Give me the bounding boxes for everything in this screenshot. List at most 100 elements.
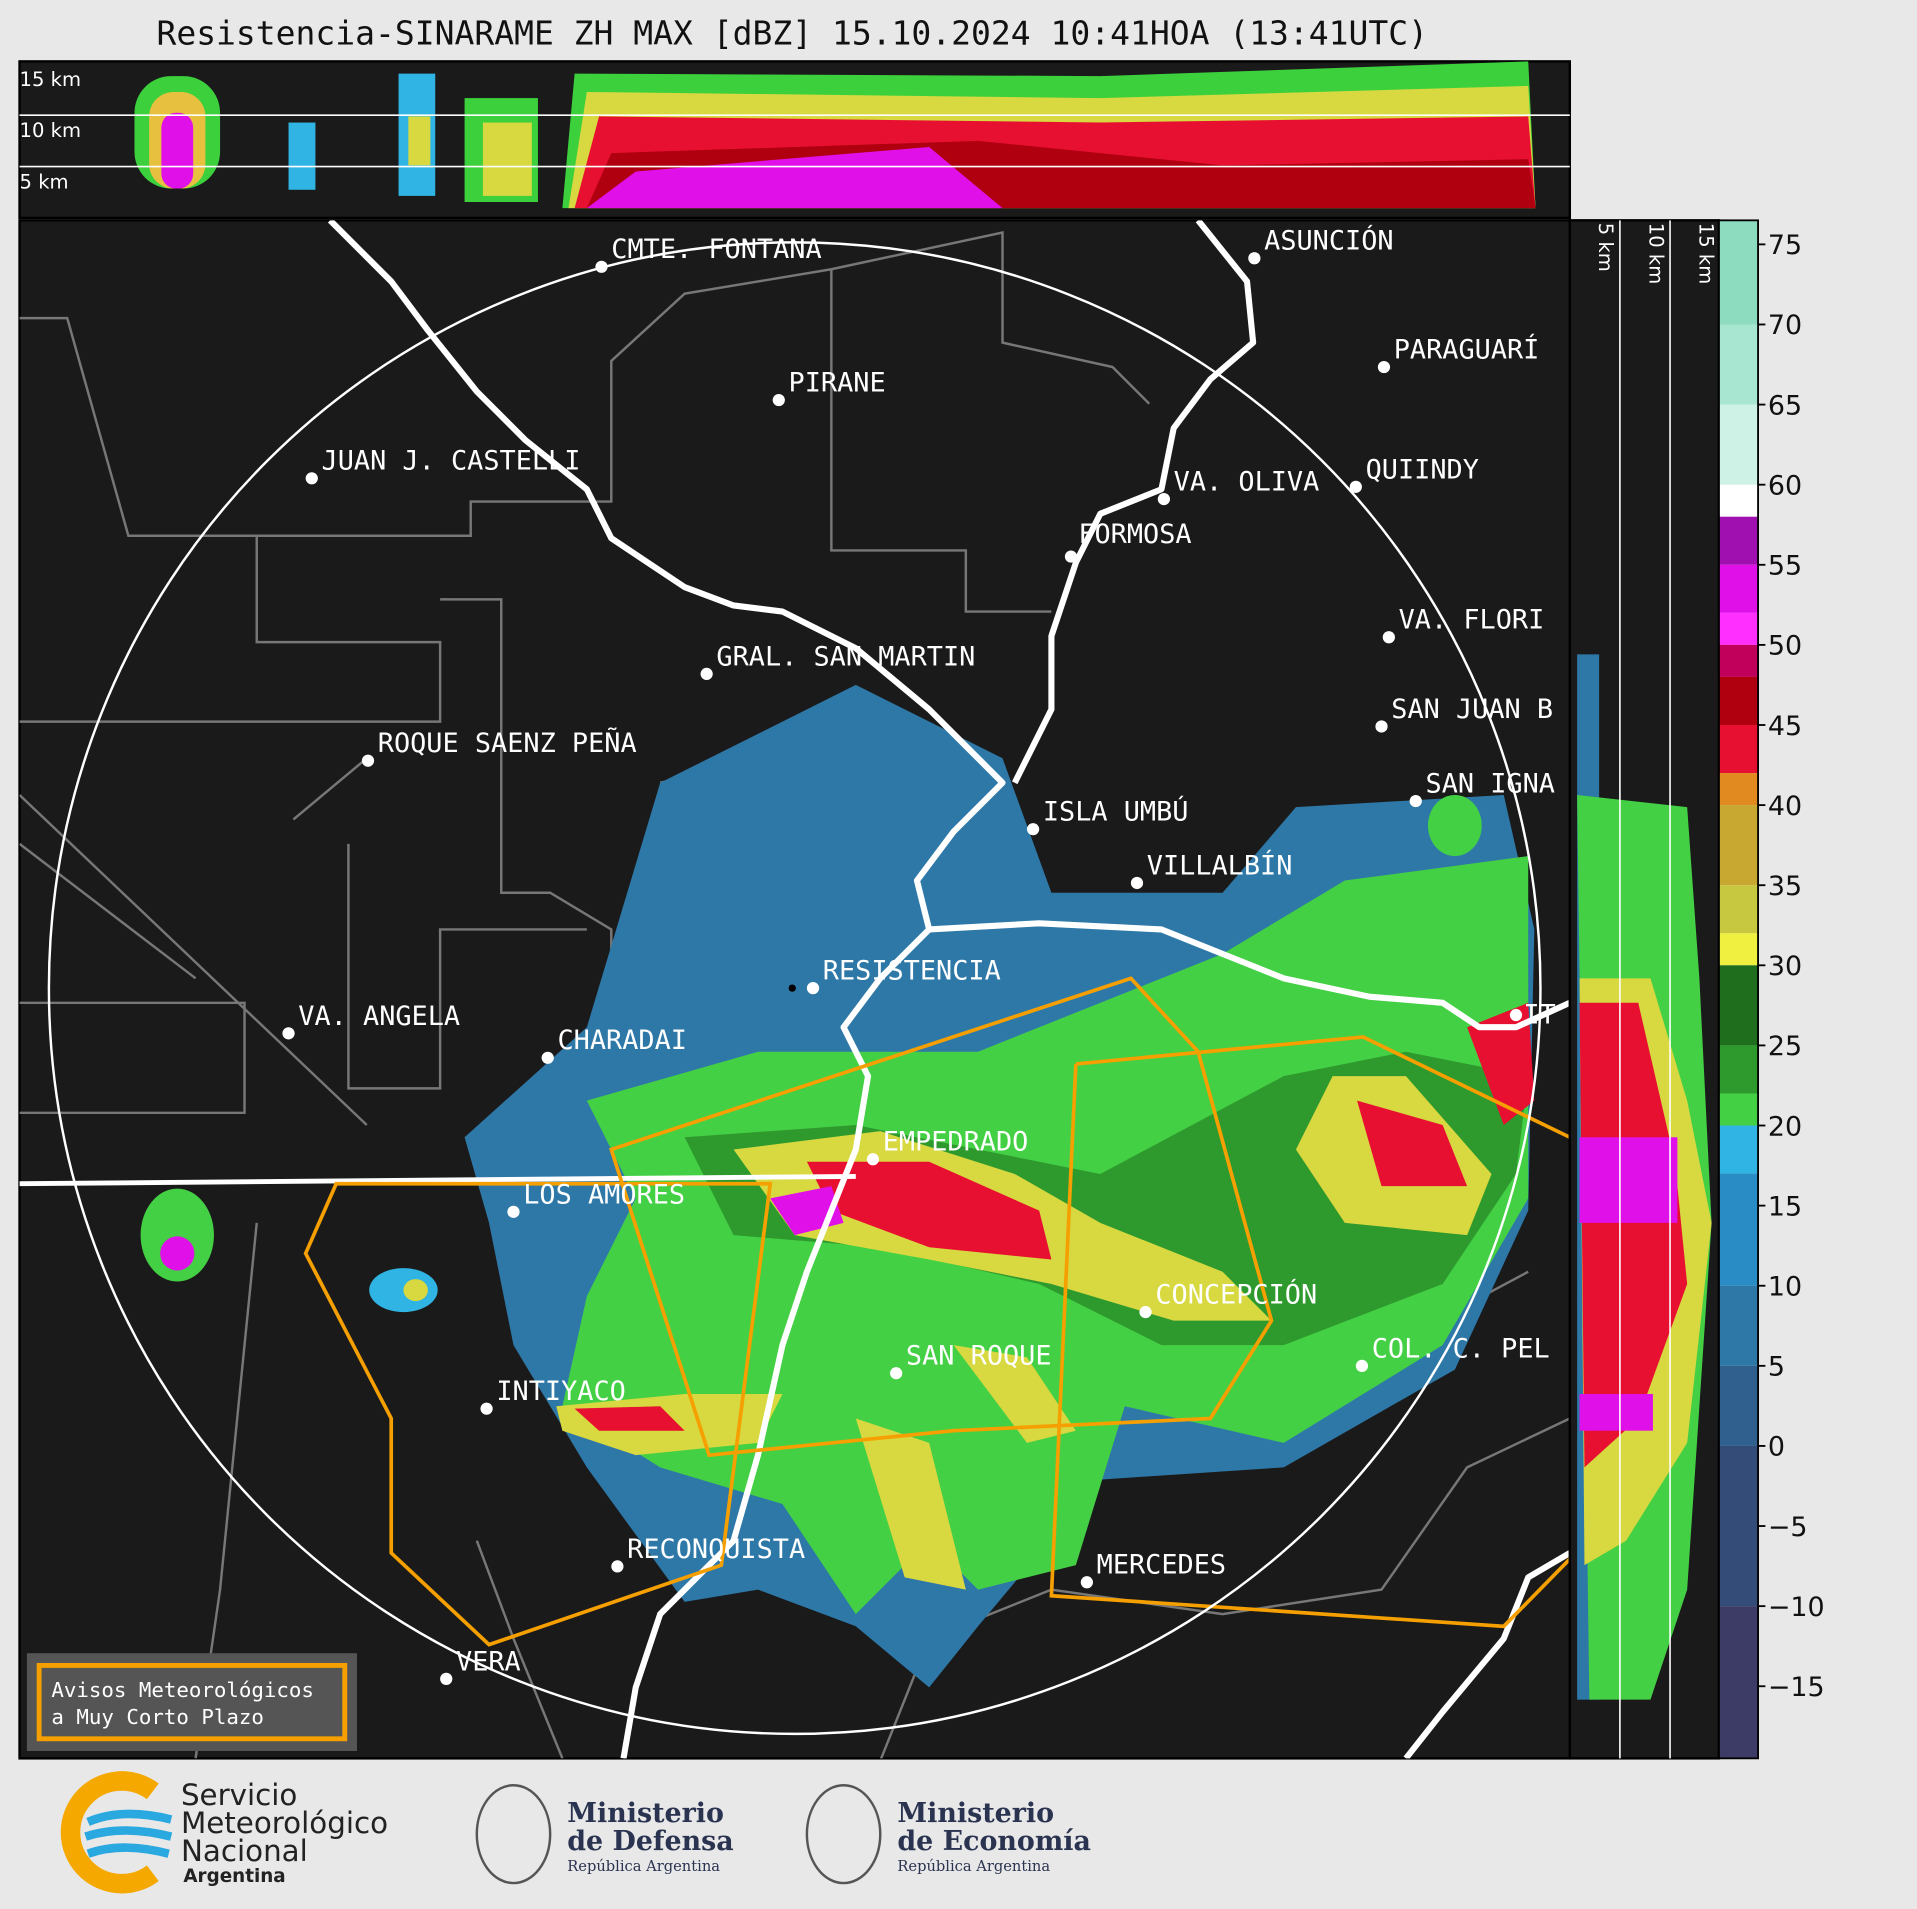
- legend-text: Avisos Meteorológicos: [51, 1678, 314, 1702]
- city-label: INTIYACO: [496, 1376, 625, 1407]
- colorbar-tick-label: 25: [1768, 1031, 1802, 1062]
- cities: CMTE. FONTANA PIRANE JUAN J. CASTELLI ASUNC…: [282, 225, 1556, 1685]
- city-dot: [541, 1051, 554, 1064]
- top-section: 15 km 10 km 5 km: [18, 60, 1572, 220]
- city-label: ROQUE SAENZ PEÑA: [378, 727, 637, 759]
- city-dot: [305, 472, 318, 485]
- colorbar-frame: [1718, 219, 1759, 1760]
- city-label: IT: [1523, 1000, 1555, 1031]
- city-label: VA. ANGELA: [298, 1001, 460, 1032]
- logo-text: Nacional: [181, 1834, 308, 1868]
- city-dot: [772, 393, 785, 407]
- legend: Avisos Meteorológicos a Muy Corto Plazo: [26, 1653, 357, 1752]
- height-label: 15 km: [1694, 223, 1717, 284]
- logo-text: Meteorológico: [181, 1806, 388, 1840]
- city-dot: [1080, 1576, 1093, 1589]
- city-dot: [1382, 631, 1395, 644]
- city-dot: [595, 260, 608, 273]
- colorbar-band: [1718, 324, 1759, 405]
- city-dot: [1355, 1359, 1369, 1373]
- logo-text: Ministerio: [567, 1798, 724, 1829]
- side-section: 5 km 10 km 15 km: [1568, 219, 1721, 1760]
- city-label: SAN IGNA: [1426, 769, 1555, 800]
- colorbar-tick-label: 75: [1768, 230, 1802, 261]
- colorbar-band: [1718, 1285, 1759, 1366]
- city-label: RESISTENCIA: [823, 956, 1001, 987]
- logo-text: Servicio: [181, 1778, 297, 1812]
- colorbar-band: [1718, 773, 1759, 806]
- city-dot: [440, 1672, 453, 1685]
- city-dot: [1375, 720, 1388, 733]
- city-label: CHARADAI: [557, 1025, 686, 1056]
- colorbar-band: [1718, 676, 1759, 725]
- colorbar-band: [1718, 724, 1759, 774]
- city-dot: [1026, 823, 1040, 836]
- city-label: GRAL. SAN MARTIN: [716, 641, 975, 672]
- colorbar-tick-label: 20: [1768, 1111, 1802, 1142]
- colorbar-tick-label: 40: [1768, 791, 1802, 822]
- radar-echoes: [140, 684, 1535, 1688]
- colorbar-band: [1718, 220, 1759, 325]
- city-label: PIRANE: [789, 368, 886, 399]
- colorbar-tick-label: −15: [1768, 1672, 1825, 1703]
- colorbar-band: [1718, 965, 1759, 1046]
- city-label: CMTE. FONTANA: [611, 234, 821, 265]
- colorbar-tick-label: 15: [1768, 1191, 1802, 1222]
- colorbar-tick-label: 70: [1768, 310, 1802, 341]
- city-label: FORMOSA: [1078, 519, 1191, 550]
- legend-text: a Muy Corto Plazo: [51, 1705, 264, 1729]
- city-dot: [1130, 876, 1144, 890]
- city-dot: [890, 1367, 903, 1380]
- city-label: COL. C. PEL: [1372, 1333, 1550, 1364]
- height-label: 5 km: [20, 171, 69, 194]
- colorbar-band: [1718, 885, 1759, 934]
- colorbar-tick-label: 50: [1768, 631, 1802, 662]
- logos: Servicio Meteorológico Nacional Argentin…: [60, 1771, 1091, 1894]
- title: Resistencia-SINARAME ZH MAX [dBZ] 15.10.…: [156, 13, 1428, 52]
- city-dot: [1139, 1305, 1152, 1319]
- colorbar-tick-label: 65: [1768, 390, 1802, 421]
- logo-text: República Argentina: [567, 1858, 720, 1875]
- colorbar-band: [1718, 1445, 1759, 1607]
- city-dot: [480, 1402, 493, 1415]
- colorbar-tick-label: 60: [1768, 470, 1802, 501]
- city-dot: [1157, 492, 1171, 506]
- colorbar-band: [1718, 1606, 1759, 1759]
- colorbar-band: [1718, 805, 1759, 886]
- colorbar-band: [1718, 612, 1759, 645]
- colorbar-band: [1718, 644, 1759, 677]
- city-label: VERA: [456, 1646, 521, 1677]
- map: CMTE. FONTANA PIRANE JUAN J. CASTELLI ASUNC…: [18, 219, 1572, 1760]
- logo-text: de Economía: [897, 1826, 1091, 1857]
- city-label: ISLA UMBÚ: [1043, 796, 1189, 828]
- colorbar-band: [1718, 1125, 1759, 1174]
- colorbar-band: [1718, 516, 1759, 565]
- city-dot: [700, 667, 713, 681]
- colorbar-band: [1718, 404, 1759, 485]
- colorbar-band: [1718, 484, 1759, 517]
- city-label: LOS AMORES: [523, 1179, 685, 1210]
- colorbar-band: [1718, 933, 1759, 966]
- city-dot: [866, 1153, 880, 1166]
- logo-text: Ministerio: [897, 1798, 1054, 1829]
- colorbar-tick-label: 5: [1768, 1352, 1785, 1383]
- city-label: PARAGUARÍ: [1394, 333, 1540, 365]
- height-label: 10 km: [1644, 223, 1667, 284]
- city-dot: [361, 754, 375, 767]
- height-label: 5 km: [1594, 223, 1617, 272]
- city-dot: [507, 1205, 520, 1218]
- colorbar-band: [1718, 1093, 1759, 1126]
- city-label: SAN JUAN B: [1391, 694, 1553, 725]
- city-dot: [806, 982, 820, 995]
- city-label: JUAN J. CASTELLI: [322, 446, 581, 477]
- colorbar-band: [1718, 564, 1759, 613]
- city-dot: [1409, 794, 1422, 808]
- logo-text: Argentina: [183, 1866, 285, 1887]
- colorbar-tick-label: 45: [1768, 711, 1802, 742]
- height-label: 15 km: [20, 68, 81, 91]
- colorbar-band: [1718, 1045, 1759, 1094]
- logo-text: de Defensa: [567, 1826, 733, 1857]
- city-dot: [1064, 550, 1078, 563]
